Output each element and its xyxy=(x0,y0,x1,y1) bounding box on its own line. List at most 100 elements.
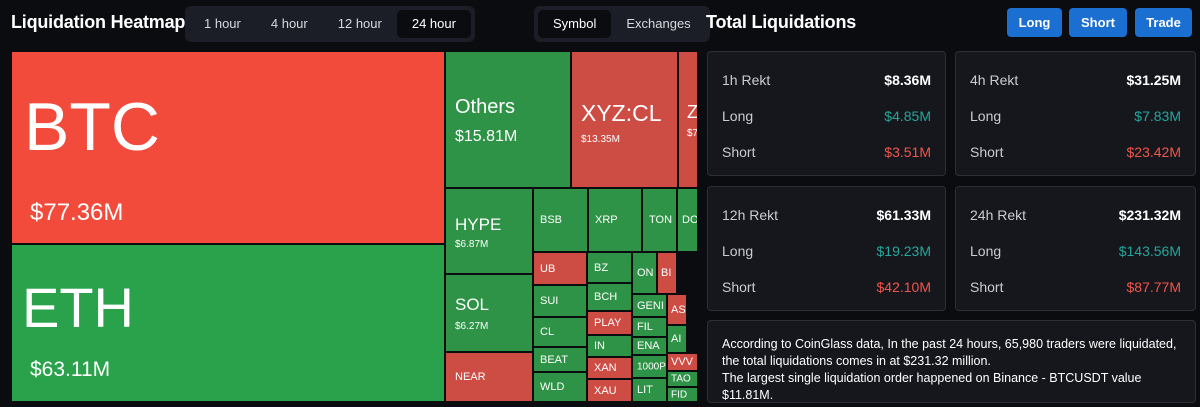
heatmap-cell-ai[interactable]: AI xyxy=(667,325,687,353)
time-range-tabs: 1 hour 4 hour 12 hour 24 hour xyxy=(185,6,475,42)
heatmap-cell-value: $15.81M xyxy=(455,128,517,146)
heatmap-cell-tao[interactable]: TAO xyxy=(667,371,698,387)
heatmap-cell-hype[interactable]: HYPE $6.87M xyxy=(445,188,533,274)
card-label: 12h Rekt xyxy=(722,207,778,223)
heatmap-cell-value: $6.87M xyxy=(455,239,488,250)
heatmap-cell-bi[interactable]: BI xyxy=(657,252,677,294)
heatmap-cell-name: XRP xyxy=(595,214,618,226)
heatmap-cell-value: $13.35M xyxy=(581,134,620,145)
card-label: 24h Rekt xyxy=(970,207,1026,223)
heatmap-cell-value: $63.11M xyxy=(30,358,110,382)
card-total: $61.33M xyxy=(877,207,931,223)
heatmap-cell-beat[interactable]: BEAT xyxy=(533,347,587,372)
heatmap-cell-bz[interactable]: BZ xyxy=(587,252,632,283)
heatmap-cell-name: BSB xyxy=(540,214,562,226)
heatmap-cell-name: SUI xyxy=(540,295,558,307)
heatmap-cell-name: WLD xyxy=(540,381,564,393)
long-button[interactable]: Long xyxy=(1007,8,1062,37)
heatmap-cell-sol[interactable]: SOL $6.27M xyxy=(445,274,533,352)
trade-button[interactable]: Trade xyxy=(1135,8,1192,37)
heatmap-cell-geni[interactable]: GENI xyxy=(632,294,667,317)
summary-text-line2: The largest single liquidation order hap… xyxy=(722,370,1181,404)
tab-symbol[interactable]: Symbol xyxy=(538,10,611,38)
long-value: $143.56M xyxy=(1119,243,1181,259)
heatmap-cell-name: NEAR xyxy=(455,371,486,383)
heatmap-cell-xrp[interactable]: XRP xyxy=(588,188,642,252)
heatmap-cell-on[interactable]: ON xyxy=(632,252,657,294)
card-12h-rekt: 12h Rekt $61.33M Long $19.23M Short $42.10M xyxy=(707,186,946,311)
heatmap-cell-name: AI xyxy=(671,333,681,345)
short-value: $42.10M xyxy=(877,279,931,295)
heatmap-cell-name: VVV xyxy=(671,356,693,368)
heatmap-cell-name: FID xyxy=(671,389,687,400)
heatmap-cell-eth[interactable]: ETH $63.11M xyxy=(11,244,445,402)
view-tabs: Symbol Exchanges xyxy=(534,6,710,42)
tab-exchanges[interactable]: Exchanges xyxy=(611,10,705,38)
card-total: $8.36M xyxy=(884,72,931,88)
long-value: $7.83M xyxy=(1134,108,1181,124)
card-total: $31.25M xyxy=(1127,72,1181,88)
short-value: $23.42M xyxy=(1127,144,1181,160)
heatmap-cell-name: PLAY xyxy=(594,317,621,329)
summary-text-line1: According to CoinGlass data, In the past… xyxy=(722,336,1181,370)
long-label: Long xyxy=(722,108,753,124)
heatmap-cell-name: ETH xyxy=(22,275,134,340)
heatmap-cell-sui[interactable]: SUI xyxy=(533,285,587,317)
heatmap-cell-1000p[interactable]: 1000P xyxy=(632,355,667,378)
heatmap-cell-do[interactable]: DO xyxy=(677,188,698,252)
heatmap-cell-name: BI xyxy=(661,267,671,279)
card-24h-rekt: 24h Rekt $231.32M Long $143.56M Short $87.7… xyxy=(955,186,1196,311)
heatmap-cell-fid[interactable]: FID xyxy=(667,387,698,402)
heatmap-cell-bsb[interactable]: BSB xyxy=(533,188,588,252)
short-button[interactable]: Short xyxy=(1069,8,1127,37)
heatmap-cell-name: 1000P xyxy=(637,361,666,372)
tab-1-hour[interactable]: 1 hour xyxy=(189,10,256,38)
heatmap-cell-name: Others xyxy=(455,96,515,119)
heatmap-cell-ub[interactable]: UB xyxy=(533,252,587,285)
heatmap-cell-play[interactable]: PLAY xyxy=(587,311,632,335)
tab-24-hour[interactable]: 24 hour xyxy=(397,10,471,38)
short-label: Short xyxy=(722,279,755,295)
heatmap-cell-name: BCH xyxy=(594,291,617,303)
heatmap-cell-xan[interactable]: XAN xyxy=(587,357,632,379)
heatmap-cell-cl[interactable]: CL xyxy=(533,317,587,347)
heatmap-cell-btc[interactable]: BTC $77.36M xyxy=(11,51,445,244)
heatmap-cell-name: XAU xyxy=(594,385,617,397)
heatmap-cell-ena[interactable]: ENA xyxy=(632,337,667,355)
heatmap-cell-name: BEAT xyxy=(540,354,568,366)
heatmap-cell-name: CL xyxy=(540,326,554,338)
long-label: Long xyxy=(722,243,753,259)
long-label: Long xyxy=(970,243,1001,259)
heatmap-cell-ton[interactable]: TON xyxy=(642,188,677,252)
heatmap-cell-value: $6.27M xyxy=(455,321,488,332)
heatmap-cell-bch[interactable]: BCH xyxy=(587,283,632,311)
card-1h-rekt: 1h Rekt $8.36M Long $4.85M Short $3.51M xyxy=(707,51,946,176)
heatmap-cell-fil[interactable]: FIL xyxy=(632,317,667,337)
heatmap-cell-name: HYPE xyxy=(455,215,501,235)
heatmap-cell-name: AS xyxy=(671,304,686,316)
heatmap-cell-z[interactable]: Z $7 xyxy=(678,51,698,188)
heatmap-cell-name: DO xyxy=(682,214,698,226)
heatmap-cell-xyzcl[interactable]: XYZ:CL $13.35M xyxy=(571,51,678,188)
short-value: $3.51M xyxy=(884,144,931,160)
heatmap-cell-name: UB xyxy=(540,263,555,275)
heatmap-cell-lit[interactable]: LIT xyxy=(632,378,667,402)
heatmap-cell-wld[interactable]: WLD xyxy=(533,372,587,402)
heatmap-cell-as[interactable]: AS xyxy=(667,294,687,325)
heatmap-cell-name: Z xyxy=(687,102,698,123)
heatmap-cell-value: $7 xyxy=(687,128,698,139)
tab-4-hour[interactable]: 4 hour xyxy=(256,10,323,38)
short-value: $87.77M xyxy=(1127,279,1181,295)
long-value: $4.85M xyxy=(884,108,931,124)
tab-12-hour[interactable]: 12 hour xyxy=(323,10,397,38)
heatmap-cell-in[interactable]: IN xyxy=(587,335,632,357)
heatmap-cell-vvv[interactable]: VVV xyxy=(667,353,698,371)
heatmap-cell-name: FIL xyxy=(637,321,653,333)
long-value: $19.23M xyxy=(877,243,931,259)
card-label: 1h Rekt xyxy=(722,72,770,88)
heatmap-cell-xau[interactable]: XAU xyxy=(587,379,632,402)
heatmap-cell-near[interactable]: NEAR xyxy=(445,352,533,402)
liquidation-summary: According to CoinGlass data, In the past… xyxy=(707,320,1196,403)
page-title: Liquidation Heatmap xyxy=(11,12,185,33)
heatmap-cell-others[interactable]: Others $15.81M xyxy=(445,51,571,188)
